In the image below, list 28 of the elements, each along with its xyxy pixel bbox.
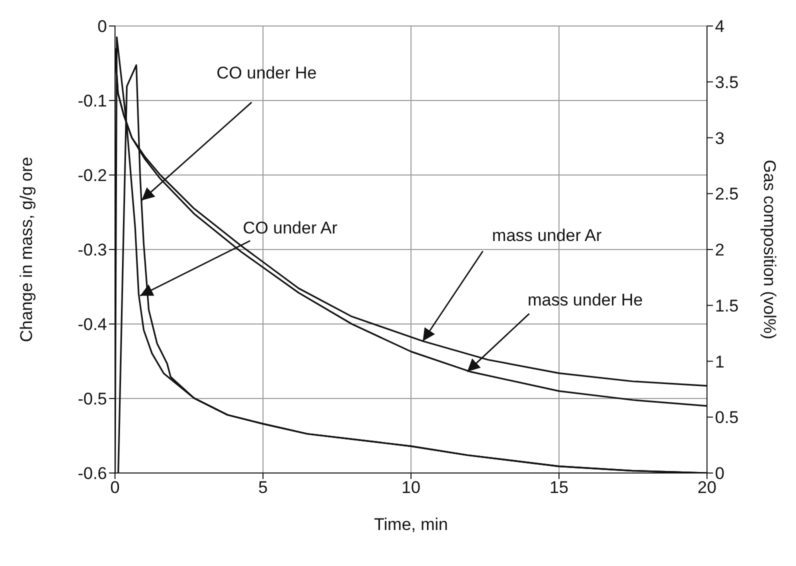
y-tick-label: -0.3 <box>78 240 107 260</box>
x-tick-label: 0 <box>110 478 120 498</box>
y-tick-label: -0.6 <box>78 464 107 484</box>
x-tick-label: 15 <box>550 478 568 498</box>
annotation: CO under He <box>216 63 317 82</box>
y-tick-label: -0.2 <box>78 166 107 186</box>
y2-tick-label: 0.5 <box>715 408 739 428</box>
x-tick-label: 20 <box>698 478 716 498</box>
annotation: CO under Ar <box>242 218 338 238</box>
y2-tick-label: 1 <box>715 352 724 372</box>
y2-tick-label: 2 <box>715 240 724 260</box>
annotation: mass under He <box>528 290 643 310</box>
y-tick-label: -0.1 <box>78 92 107 111</box>
x-axis-title: Time, min <box>374 515 448 534</box>
y2-tick-label: 3 <box>715 128 724 148</box>
y2-tick-label: 0 <box>715 464 724 484</box>
y2-tick-label: 4 <box>715 17 724 36</box>
x-tick-label: 5 <box>258 478 268 498</box>
y-axis-title: Change in mass, g/g ore <box>17 156 36 342</box>
y2-tick-label: 2.5 <box>715 184 739 204</box>
y-tick-label: -0.5 <box>78 390 107 409</box>
x-tick-label: 10 <box>402 478 420 498</box>
annotation: mass under Ar <box>492 226 602 246</box>
y2-tick-label: 3.5 <box>715 72 739 92</box>
y-tick-label: -0.4 <box>78 315 107 334</box>
y-tick-label: 0 <box>98 17 107 36</box>
y2-axis-title: Gas composition (vol%) <box>760 160 779 340</box>
y2-tick-label: 1.5 <box>715 296 739 316</box>
